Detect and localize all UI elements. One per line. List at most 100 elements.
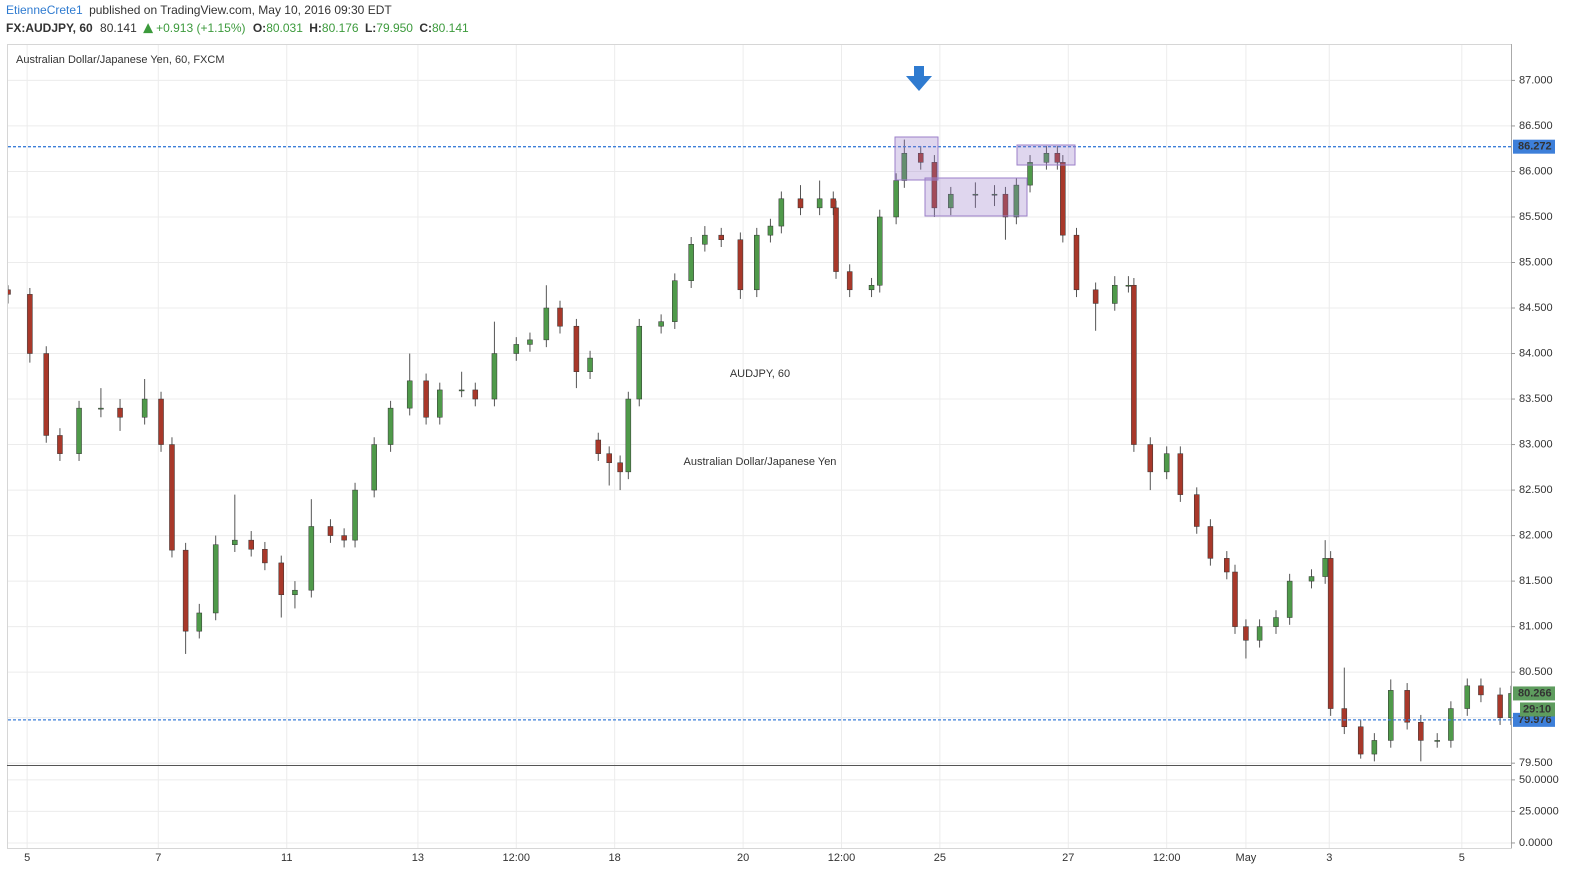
candle-body bbox=[1054, 152, 1061, 163]
candle-body bbox=[767, 225, 774, 236]
watermark-subtitle: Australian Dollar/Japanese Yen bbox=[684, 456, 837, 468]
y-tick-label: 81.500 bbox=[1519, 575, 1553, 587]
drawing-rect[interactable] bbox=[894, 136, 939, 181]
candle-body bbox=[8, 289, 11, 295]
change: +0.913 (+1.15%) bbox=[156, 21, 245, 35]
candle-body bbox=[352, 489, 358, 541]
x-tick-label: 20 bbox=[737, 852, 749, 864]
candle-body bbox=[972, 193, 979, 196]
candle-body bbox=[387, 407, 394, 445]
author-link[interactable]: EtienneCrete1 bbox=[6, 3, 83, 17]
candle-body bbox=[1286, 580, 1293, 618]
candle-body bbox=[527, 339, 533, 345]
candle-body bbox=[327, 526, 334, 536]
candle-body bbox=[1232, 571, 1238, 627]
axis-layer: 5 7 11 13 12:00 18 20 12:00 25 27 12:00 May 3 5 79.500… bbox=[24, 74, 1559, 864]
candle-body bbox=[901, 152, 908, 181]
candle-body bbox=[1073, 234, 1080, 291]
y-tick-label: 84.000 bbox=[1519, 347, 1553, 359]
candle-body bbox=[437, 389, 443, 418]
x-tick-label: 12:00 bbox=[503, 852, 531, 864]
candle-body bbox=[1224, 558, 1230, 573]
last-price: 80.141 bbox=[100, 21, 137, 35]
candle-body bbox=[43, 353, 50, 436]
y-tick-label: 83.000 bbox=[1519, 438, 1553, 450]
candle-body bbox=[1112, 284, 1118, 304]
candle-body bbox=[423, 380, 429, 418]
candle-body bbox=[141, 398, 148, 418]
candle-body bbox=[158, 398, 164, 445]
candle-body bbox=[1131, 284, 1137, 445]
up-arrow-icon bbox=[143, 23, 154, 34]
countdown-tag bbox=[1520, 702, 1555, 717]
candle-body bbox=[76, 407, 82, 454]
candle-body bbox=[1243, 626, 1249, 641]
price-tag-label: 79.976 bbox=[1518, 714, 1552, 726]
price-tag bbox=[1513, 139, 1555, 154]
symbol: FX:AUDJPY, 60 bbox=[6, 21, 93, 35]
candle-body bbox=[587, 357, 593, 372]
ohlc-key: L: bbox=[365, 21, 376, 35]
candle-body bbox=[406, 380, 413, 409]
header-line: EtienneCrete1 published on TradingView.c… bbox=[6, 3, 392, 17]
candle-body bbox=[182, 549, 189, 632]
candle-body bbox=[1322, 558, 1328, 577]
candle-body bbox=[371, 444, 377, 491]
drawing-rect[interactable] bbox=[1016, 144, 1076, 166]
candle-body bbox=[196, 612, 203, 632]
x-tick-label: 18 bbox=[609, 852, 621, 864]
candle-body bbox=[846, 271, 853, 291]
candle-body bbox=[636, 325, 643, 400]
y-tick-label: 82.000 bbox=[1519, 529, 1553, 541]
candle-body bbox=[830, 198, 837, 209]
last-price-label: 80.266 bbox=[1518, 687, 1552, 699]
candle-body bbox=[232, 539, 238, 545]
candle-body bbox=[658, 321, 664, 327]
x-tick-label: 13 bbox=[412, 852, 424, 864]
y-tick-label: 85.500 bbox=[1519, 211, 1553, 223]
candle-body bbox=[458, 389, 465, 392]
candle-body bbox=[1371, 740, 1378, 755]
ohlc-key: H: bbox=[309, 21, 322, 35]
candle-body bbox=[1125, 284, 1132, 287]
candle-body bbox=[1163, 453, 1170, 473]
candle-body bbox=[868, 284, 875, 291]
x-tick-label: 12:00 bbox=[1153, 852, 1181, 864]
candle-body bbox=[1308, 576, 1315, 582]
candle-body bbox=[931, 162, 938, 209]
candle-body bbox=[1497, 694, 1503, 718]
candle-body bbox=[513, 344, 520, 354]
candle-body bbox=[1404, 690, 1410, 723]
arrow-annotation[interactable] bbox=[906, 66, 932, 91]
candle-body bbox=[1434, 740, 1440, 742]
candle-body bbox=[1341, 708, 1348, 728]
candle-body bbox=[1043, 152, 1050, 163]
candle-body bbox=[1027, 162, 1033, 186]
candle-body bbox=[1418, 721, 1424, 741]
ohlc-key: O: bbox=[253, 21, 266, 35]
x-tick-label: 11 bbox=[281, 852, 292, 864]
candle-body bbox=[262, 548, 268, 564]
last-price-tag bbox=[1513, 686, 1555, 701]
candle-body bbox=[169, 444, 175, 551]
ohlc-value: 80.176 bbox=[322, 21, 359, 35]
drawing-rect[interactable] bbox=[924, 177, 1028, 217]
x-tick-label: 12:00 bbox=[828, 852, 856, 864]
ohlc-value: 80.141 bbox=[432, 21, 469, 35]
candle-body bbox=[491, 353, 498, 400]
ohlc-key: C: bbox=[419, 21, 432, 35]
candle-body bbox=[472, 389, 479, 400]
y-tick-label: 25.0000 bbox=[1519, 805, 1559, 817]
y-tick-label: 84.500 bbox=[1519, 302, 1553, 314]
candle-body bbox=[876, 216, 883, 286]
y-tick-label: 87.000 bbox=[1519, 74, 1553, 86]
candle-body bbox=[1357, 726, 1364, 755]
x-tick-label: 5 bbox=[1459, 852, 1465, 864]
candle-body bbox=[702, 234, 708, 245]
candle-body bbox=[672, 280, 678, 322]
candle-body bbox=[778, 198, 785, 227]
ohlc-value: 80.031 bbox=[266, 21, 303, 35]
candle-body bbox=[606, 453, 612, 464]
